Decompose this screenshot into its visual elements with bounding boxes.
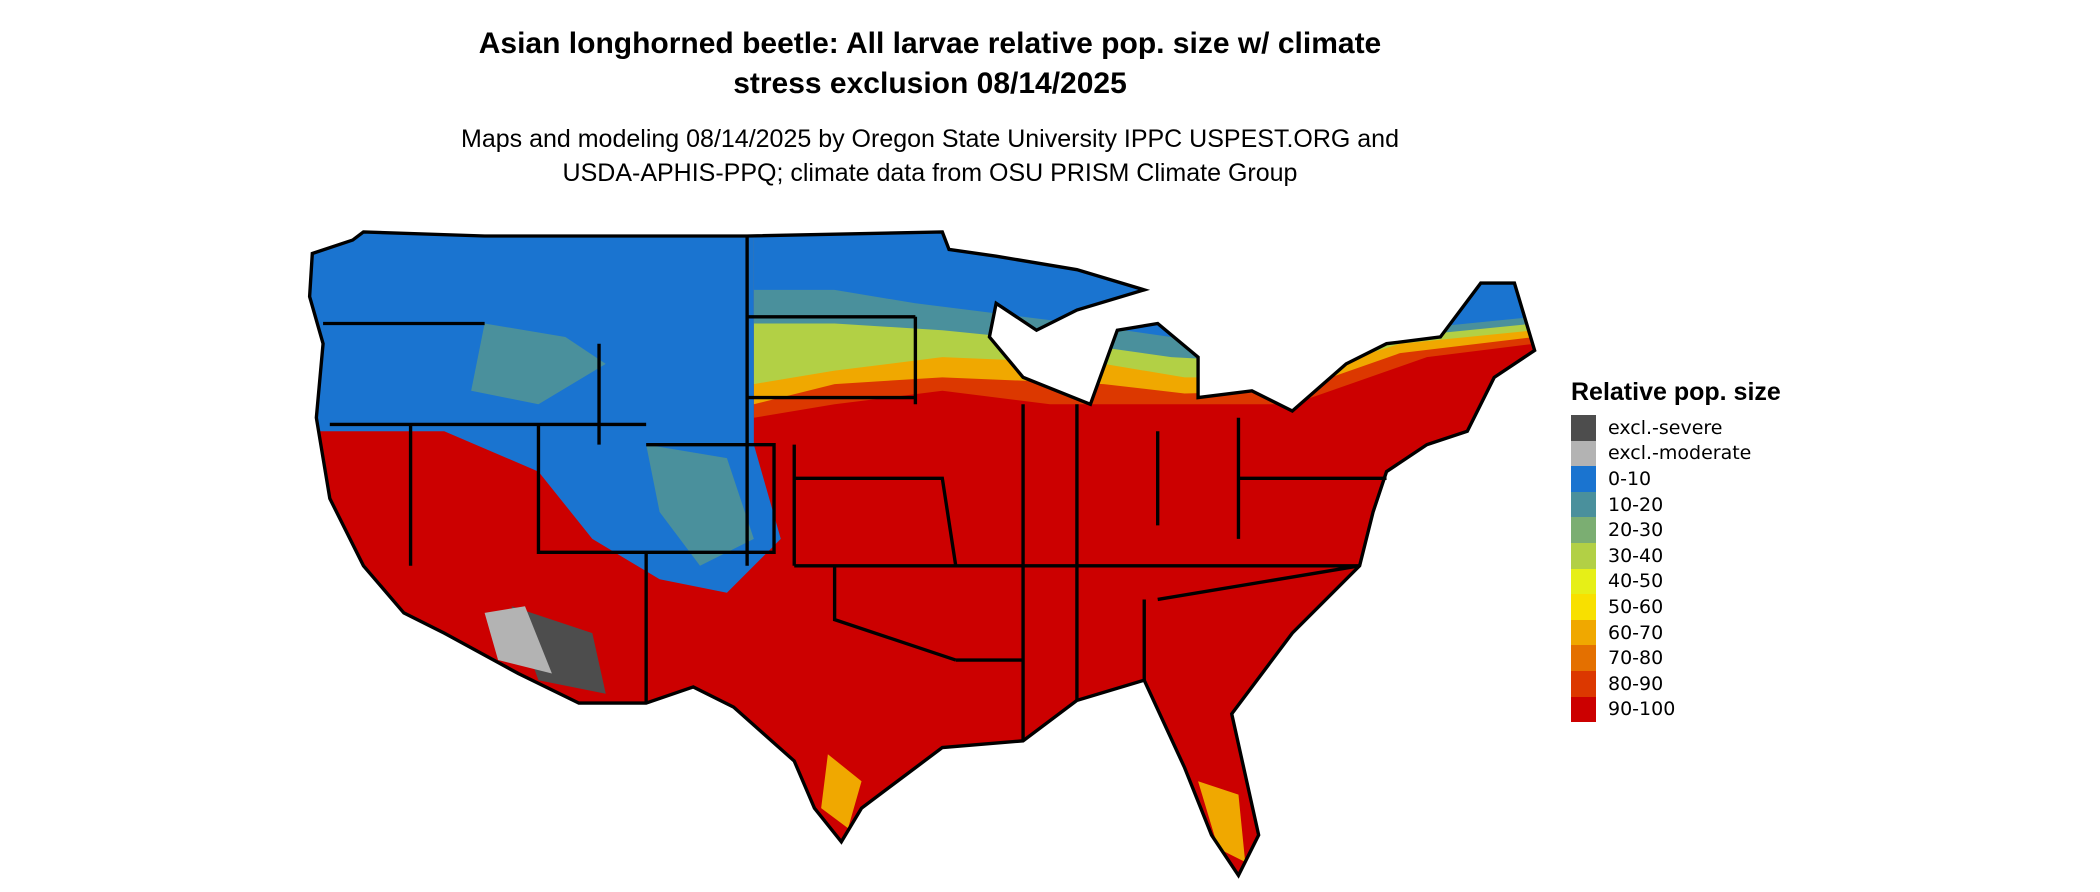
region-60-70-florida	[1198, 781, 1246, 862]
legend-swatch	[1571, 440, 1596, 467]
legend-swatch	[1571, 594, 1596, 620]
legend-label: 0-10	[1608, 467, 1652, 490]
map-title-line-1: Asian longhorned beetle: All larvae rela…	[478, 27, 1382, 60]
legend-item: 80-90	[1571, 670, 1781, 697]
legend-label: 50-60	[1608, 595, 1664, 618]
legend-swatch	[1571, 696, 1596, 723]
legend-item: excl.-moderate	[1571, 440, 1781, 467]
legend: Relative pop. size excl.-severe excl.-mod…	[1571, 378, 1781, 723]
region-excl-severe	[511, 606, 606, 694]
legend-item: 40-50	[1571, 568, 1781, 595]
legend-swatch	[1571, 415, 1596, 441]
legend-item: 60-70	[1571, 619, 1781, 646]
legend-swatch	[1571, 542, 1596, 569]
legend-item: 30-40	[1571, 542, 1781, 569]
legend-items: excl.-severe excl.-moderate 0-10 10-20 20-30…	[1571, 415, 1781, 723]
legend-item: 90-100	[1571, 696, 1781, 723]
legend-label: excl.-severe	[1608, 416, 1723, 439]
legend-swatch	[1571, 466, 1596, 492]
legend-item: 20-30	[1571, 517, 1781, 543]
legend-swatch	[1571, 491, 1596, 518]
legend-label: 60-70	[1608, 621, 1664, 644]
legend-item: excl.-severe	[1571, 415, 1781, 441]
legend-swatch	[1571, 645, 1596, 671]
legend-label: 20-30	[1608, 519, 1664, 542]
legend-label: 30-40	[1608, 544, 1664, 567]
map-subtitle-line-1: Maps and modeling 08/14/2025 by Oregon S…	[461, 125, 1399, 153]
legend-label: 70-80	[1608, 647, 1664, 670]
legend-swatch	[1571, 619, 1596, 646]
region-10-20-west	[471, 323, 606, 405]
legend-label: 80-90	[1608, 672, 1664, 695]
state-borders	[307, 230, 1537, 879]
region-10-20-rockies	[646, 444, 754, 566]
region-excl-moderate	[484, 606, 552, 674]
legend-title: Relative pop. size	[1571, 378, 1781, 406]
map-fill	[309, 231, 1535, 876]
legend-item: 70-80	[1571, 645, 1781, 671]
legend-label: 40-50	[1608, 570, 1664, 593]
region-60-70-texas	[821, 754, 862, 829]
legend-item: 0-10	[1571, 466, 1781, 492]
legend-label: 90-100	[1608, 698, 1676, 721]
map-subtitle-line-2: USDA-APHIS-PPQ; climate data from OSU PR…	[562, 159, 1298, 187]
map-title-line-2: stress exclusion 08/14/2025	[733, 67, 1127, 100]
legend-label: excl.-moderate	[1608, 442, 1752, 465]
legend-swatch	[1571, 517, 1596, 543]
legend-swatch	[1571, 568, 1596, 595]
legend-item: 10-20	[1571, 491, 1781, 518]
legend-item: 50-60	[1571, 594, 1781, 620]
legend-swatch	[1571, 670, 1596, 697]
legend-label: 10-20	[1608, 493, 1664, 516]
